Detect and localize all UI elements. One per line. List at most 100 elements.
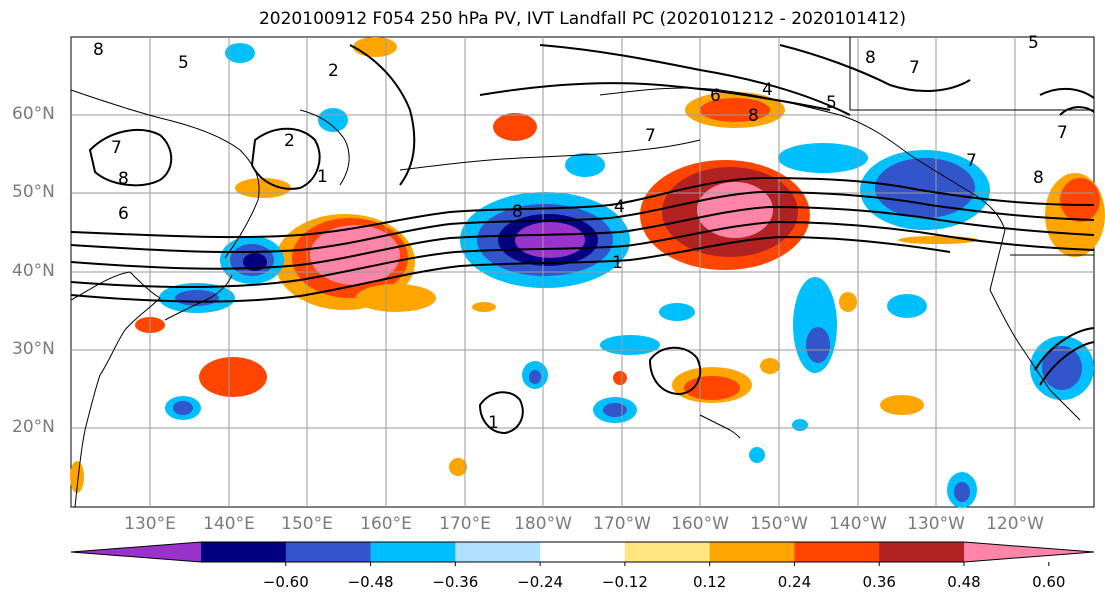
anomaly-negative [529, 370, 541, 384]
contour-label: 7 [966, 151, 977, 171]
colorbar-tick-label: −0.24 [517, 573, 564, 591]
anomaly-negative [173, 401, 193, 415]
colorbar-tick-label: 0.12 [692, 573, 727, 591]
contour-label: 7 [111, 138, 122, 158]
anomaly-positive [760, 358, 780, 374]
contour-label: 8 [118, 169, 129, 189]
contour-label: 5 [826, 93, 837, 113]
anomaly-positive [199, 357, 267, 397]
anomaly-positive [449, 458, 467, 476]
lon-label-130w: 130°W [907, 514, 965, 534]
coastlines [70, 37, 1094, 508]
anomaly-positive [613, 371, 627, 385]
contour-label: 5 [178, 53, 189, 73]
anomaly-negative [954, 482, 970, 502]
map-title: 2020100912 F054 250 hPa PV, IVT Landfall… [258, 9, 906, 29]
anomaly-positive [1060, 178, 1100, 222]
colorbar-tick-label: 0.24 [777, 573, 812, 591]
colorbar-tick-label: −0.48 [347, 573, 394, 591]
contour-label: 8 [512, 202, 523, 222]
low-contour [88, 129, 173, 187]
anomaly-negative [659, 303, 695, 321]
contour-label: 2 [328, 61, 339, 81]
colorbar [70, 541, 1095, 566]
colorbar-swatch [285, 542, 372, 562]
colorbar-swatch [624, 542, 711, 562]
lon-label-120w: 120°W [986, 514, 1044, 534]
anomaly-positive [472, 302, 496, 312]
anomaly-negative [792, 419, 808, 431]
contour-label: 8 [93, 40, 104, 60]
colorbar-swatch [370, 542, 456, 562]
lon-label-170e: 170°E [439, 514, 491, 534]
contour-label: 4 [614, 197, 625, 217]
asia-coast [70, 271, 161, 508]
anomaly-positive [70, 461, 84, 493]
contour-label: 8 [865, 48, 876, 68]
anomaly-negative [603, 403, 627, 417]
colorbar-tick-label: −0.12 [601, 573, 648, 591]
jet-contour [70, 235, 951, 303]
colorbar-swatch [879, 542, 965, 562]
colorbar-outline [70, 541, 1095, 563]
anomaly-negative [875, 158, 975, 218]
anomaly-negative [318, 108, 348, 132]
contour-label: 7 [645, 126, 656, 146]
lon-label-140w: 140°W [829, 514, 887, 534]
lat-label-40n: 40°N [12, 261, 55, 281]
low-contour [250, 127, 321, 190]
contour-label: 1 [317, 167, 328, 187]
jet-contour [70, 176, 1095, 239]
colorbar-tick-label: 0.60 [1032, 573, 1066, 591]
lat-label-20n: 20°N [12, 417, 55, 437]
high-lat-contour [779, 44, 971, 93]
anomaly-positive [839, 292, 857, 312]
anomaly-negative [778, 143, 868, 173]
lon-label-140e: 140°E [203, 514, 255, 534]
anomaly-negative [515, 222, 585, 258]
high-lat-contour [1059, 106, 1095, 116]
anomaly-negative [1042, 346, 1082, 390]
north-america-west-coast [989, 229, 1081, 421]
jet-contour [70, 220, 1095, 288]
canada-border [849, 37, 1094, 111]
contour-label: 7 [909, 58, 920, 78]
colorbar-swatch [540, 542, 626, 562]
anomaly-positive [493, 113, 537, 141]
jet-contour [70, 205, 1095, 270]
contour-label: 1 [488, 413, 499, 433]
aleutian-islands [399, 139, 701, 171]
colorbar-swatch [201, 542, 287, 562]
colorbar-tick-label: −0.60 [262, 573, 309, 591]
asia-coast-north [70, 89, 260, 259]
lon-label-150w: 150°W [750, 514, 808, 534]
jet-contour [70, 190, 1095, 254]
se-contour [1034, 327, 1095, 371]
cutoff-low [648, 346, 702, 396]
anomaly-negative [887, 294, 927, 318]
lon-label-150e: 150°E [281, 514, 333, 534]
anomaly-negative [600, 335, 660, 355]
ridge-contour [349, 44, 416, 186]
lon-label-160e: 160°E [360, 514, 412, 534]
colorbar-extend-high [964, 542, 1094, 562]
ridge-contour [479, 82, 831, 111]
colorbar-extend-low [71, 542, 201, 562]
lat-label-60n: 60°N [12, 104, 55, 124]
hawaii [699, 414, 741, 439]
anomaly-negative [243, 253, 267, 271]
contour-label: 6 [118, 204, 129, 224]
colorbar-tick-label: −0.36 [432, 573, 479, 591]
anomaly-negative [806, 327, 830, 363]
contour-label: 1 [612, 253, 623, 273]
lon-label-160w: 160°W [671, 514, 729, 534]
anomaly-positive [700, 98, 770, 122]
colorbar-swatch [455, 542, 541, 562]
lon-label-170w: 170°W [593, 514, 651, 534]
contour-label: 8 [1033, 168, 1044, 188]
contour-label: 6 [710, 86, 721, 106]
colorbar-tick-label: 0.48 [947, 573, 981, 591]
anomaly-positive [353, 37, 397, 57]
lon-label-180w: 180°W [514, 514, 572, 534]
colorbar-swatch [794, 542, 880, 562]
